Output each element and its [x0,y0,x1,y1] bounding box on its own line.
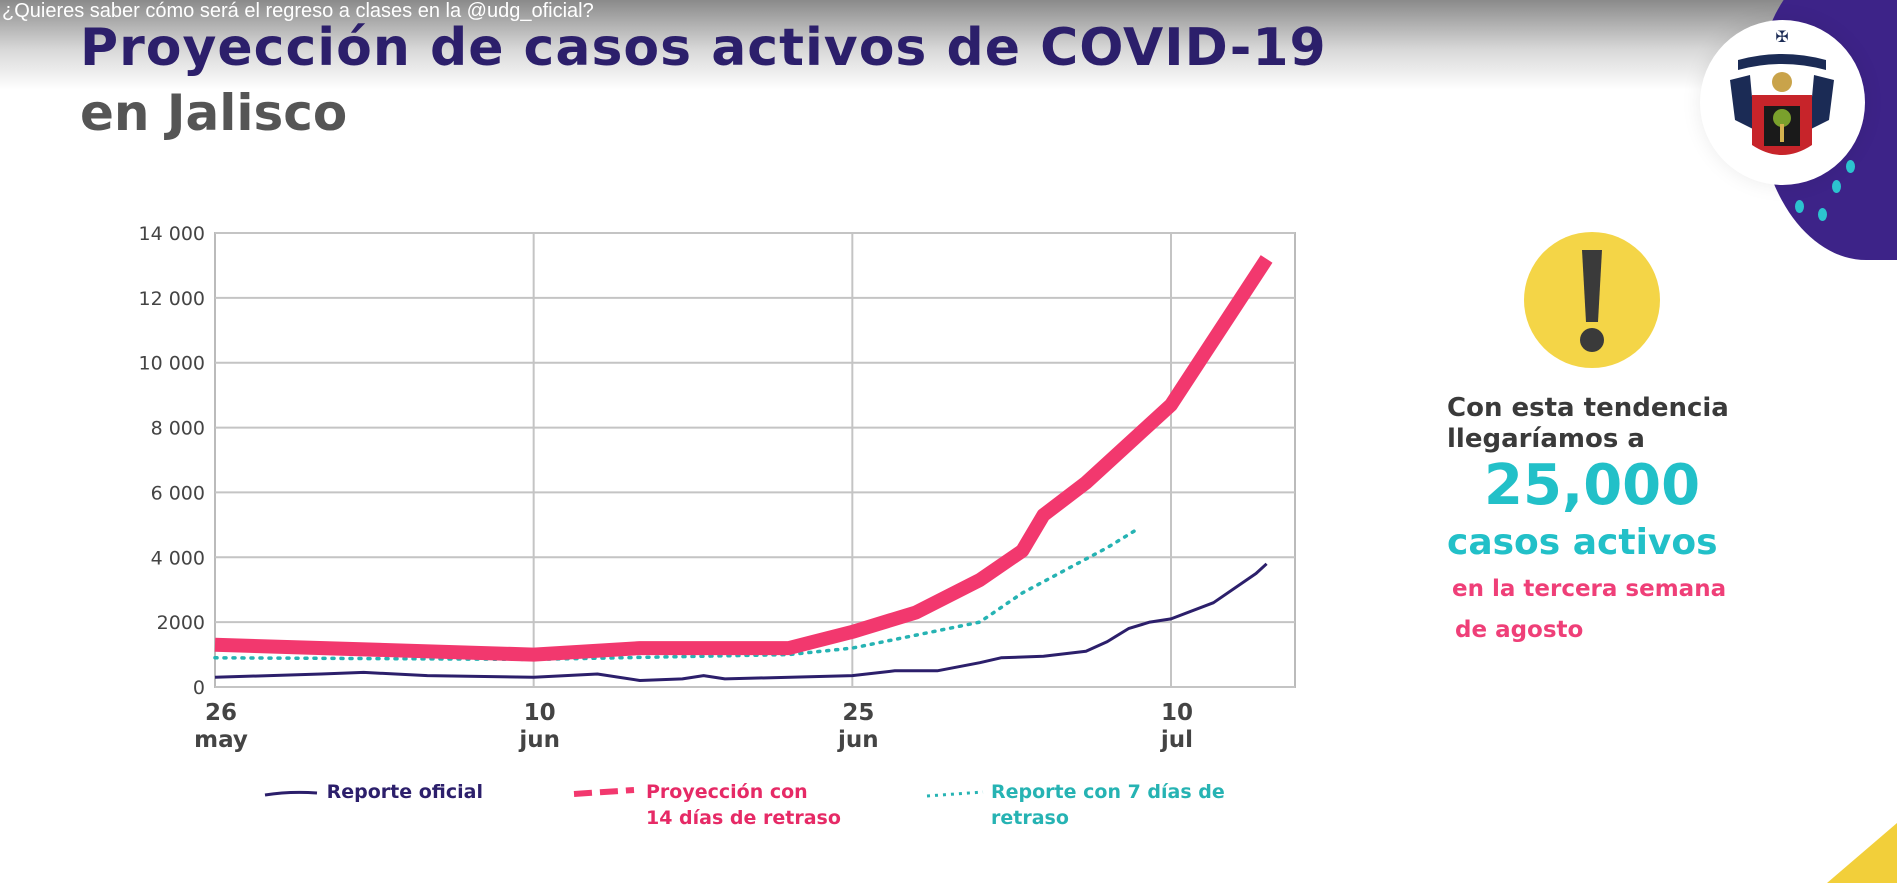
x-tick-month: may [194,727,248,753]
y-tick-label: 8 000 [151,418,205,440]
y-tick-label: 12 000 [139,288,205,310]
line-chart: 0 2000 4 000 6 000 8 000 10 000 12 000 14 000 26… [139,223,1296,753]
x-tick-day: 10 [1161,700,1193,726]
top-fade [0,0,1897,90]
x-tick-month: jun [518,727,560,753]
timeframe-line2: de agosto [1455,617,1584,643]
x-tick-month: jul [1160,727,1193,753]
y-tick-label: 6 000 [151,482,205,504]
plot-area [214,232,1296,688]
active-cases-label: casos activos [1447,522,1718,563]
timeframe-line1: en la tercera semana [1452,576,1727,602]
university-crest-logo: ✠ [1730,27,1834,155]
legend-item-projection: Proyección con 14 días de retraso [572,780,841,829]
legend-label: Proyección con [646,781,808,803]
legend-label: Reporte con 7 días de [991,781,1225,803]
series-line-dashed [214,255,1273,662]
legend-label: Reporte oficial [326,781,483,803]
legend-item-official: Reporte oficial [262,780,483,804]
y-tick-label: 0 [193,677,205,699]
legend-dashed-swatch [573,787,635,797]
trend-text-line2: llegaríamos a [1447,424,1645,454]
decorative-dot [1818,208,1827,221]
x-tick-day: 25 [842,700,874,726]
trend-text-line1: Con esta tendencia [1447,393,1729,423]
x-tick-day: 10 [524,700,556,726]
legend-item-delayed: Reporte con 7 días de retraso [925,780,1225,829]
logo-circle: ✠ [1700,20,1865,185]
y-tick-label: 10 000 [139,353,205,375]
decorative-dot [1846,160,1855,173]
series-line-solid [214,562,1268,682]
y-tick-label: 4 000 [151,547,205,569]
x-tick-month: jun [837,727,879,753]
decorative-dot [1832,180,1841,193]
y-tick-label: 2000 [157,612,205,634]
decorative-dot [1795,200,1804,213]
series-line-dotted [213,526,1141,662]
legend-solid-swatch [264,790,318,796]
page-subtitle: en Jalisco [80,84,348,142]
legend-label: retraso [991,807,1069,829]
exclamation-icon [1524,232,1660,368]
y-tick-label: 14 000 [139,223,205,245]
video-caption: ¿Quieres saber cómo será el regreso a cl… [2,0,594,22]
svg-text:✠: ✠ [1775,27,1788,46]
decorative-corner [1827,823,1897,883]
page-title: Proyección de casos activos de COVID-19 [80,18,1327,78]
big-number: 25,000 [1484,453,1701,518]
x-tick-day: 26 [205,700,237,726]
legend-label: 14 días de retraso [646,807,841,829]
legend-dotted-swatch [926,790,984,798]
